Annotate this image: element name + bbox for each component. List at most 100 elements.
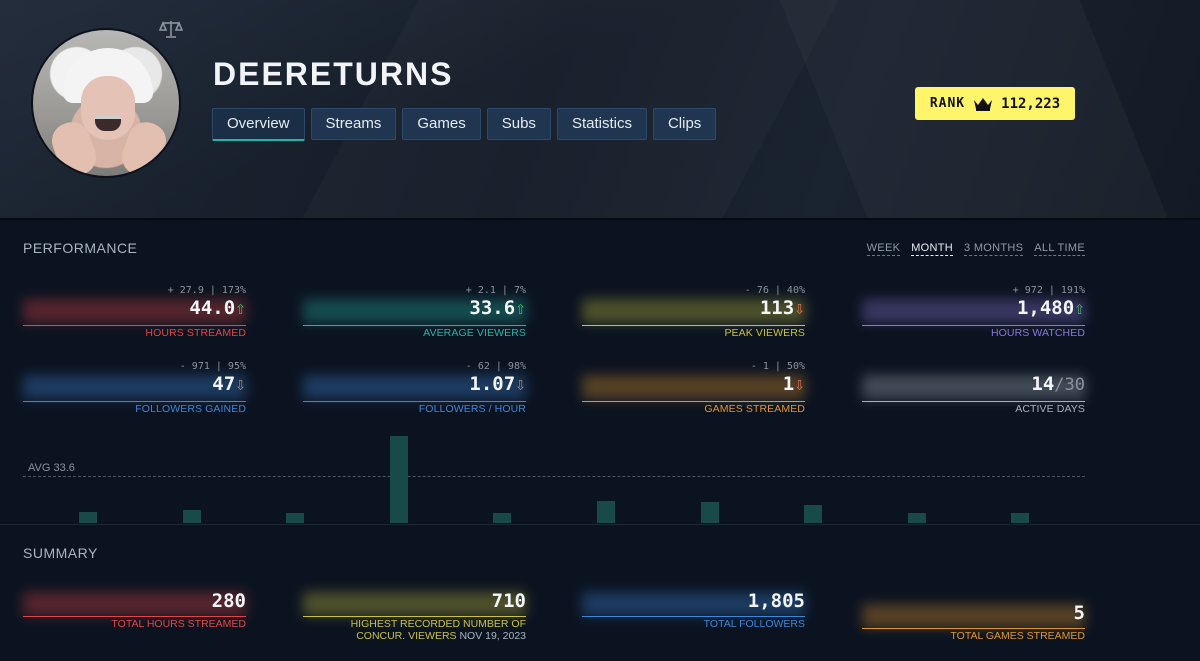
- stat-glow: [23, 299, 246, 323]
- stat-label: PEAK VIEWERS: [724, 327, 805, 339]
- stat-underline: [582, 325, 805, 326]
- stat-value: 1,480⇧: [1017, 297, 1085, 319]
- tab-subs[interactable]: Subs: [486, 108, 551, 140]
- stat-value-text: 14: [1031, 373, 1055, 395]
- summary-underline: [303, 616, 526, 617]
- stat-underline: [862, 325, 1085, 326]
- summary-date: NOV 19, 2023: [459, 630, 526, 642]
- average-line: [23, 475, 1085, 477]
- stat-glow: [582, 375, 805, 399]
- summary-glow: [23, 592, 246, 616]
- summary-card: 5 TOTAL GAMES STREAMED: [862, 600, 1085, 650]
- average-viewers-chart: AVG 33.6: [23, 425, 1085, 525]
- stat-value: 113⇩: [760, 297, 805, 319]
- stat-card: + 972 | 191% 1,480⇧ HOURS WATCHED: [862, 285, 1085, 339]
- summary-glow: [862, 604, 1085, 628]
- scale-icon-svg: [158, 20, 184, 38]
- stat-glow: [862, 299, 1085, 323]
- stat-value-text: 44.0: [189, 297, 236, 319]
- range-filters: WEEK MONTH 3 MONTHS ALL TIME: [866, 242, 1085, 256]
- chart-bar[interactable]: [389, 436, 408, 523]
- avatar: [31, 28, 181, 178]
- stat-value-text: 113: [759, 297, 795, 319]
- rank-value: 112,223: [1001, 95, 1061, 112]
- stat-card: - 971 | 95% 47⇩ FOLLOWERS GAINED: [23, 361, 246, 415]
- arrow-down-icon: ⇩: [794, 374, 805, 395]
- stat-value-text: 1.07: [469, 373, 516, 395]
- summary-label-line: HIGHEST RECORDED NUMBER OF: [350, 618, 526, 630]
- stat-value-text: 1,480: [1016, 297, 1075, 319]
- summary-label-text: CONCUR. VIEWERS: [356, 630, 457, 642]
- tab-clips[interactable]: Clips: [652, 108, 717, 140]
- stat-card: + 2.1 | 7% 33.6⇧ AVERAGE VIEWERS: [303, 285, 526, 339]
- stat-value: 14/30: [1031, 373, 1085, 395]
- summary-label: TOTAL FOLLOWERS: [704, 618, 805, 630]
- stat-underline: [303, 325, 526, 326]
- section-divider: [0, 524, 1200, 525]
- stat-delta: - 1 | 50%: [750, 361, 805, 372]
- summary-value: 280: [211, 590, 246, 612]
- arrow-up-icon: ⇧: [515, 298, 526, 319]
- tab-statistics[interactable]: Statistics: [556, 108, 647, 140]
- chart-bar[interactable]: [493, 513, 512, 523]
- chart-bar[interactable]: [804, 504, 823, 523]
- stat-value: 1.07⇩: [469, 373, 526, 395]
- stat-delta: + 972 | 191%: [1012, 285, 1085, 296]
- stat-card: - 76 | 40% 113⇩ PEAK VIEWERS: [582, 285, 805, 339]
- stat-card: + 27.9 | 173% 44.0⇧ HOURS STREAMED: [23, 285, 246, 339]
- tab-streams[interactable]: Streams: [310, 108, 397, 140]
- summary-underline: [23, 616, 246, 617]
- stat-underline: [23, 325, 246, 326]
- arrow-down-icon: ⇩: [515, 374, 526, 395]
- stat-glow: [582, 299, 805, 323]
- arrow-down-icon: ⇩: [235, 374, 246, 395]
- rank-badge: RANK 112,223: [915, 87, 1075, 120]
- stat-value-sub: /30: [1054, 375, 1085, 395]
- stat-underline: [23, 401, 246, 402]
- stat-underline: [582, 401, 805, 402]
- stat-underline: [862, 401, 1085, 402]
- avatar-mouth: [95, 116, 121, 131]
- chart-bar[interactable]: [182, 510, 201, 523]
- stat-value-text: 47: [212, 373, 236, 395]
- chart-bar[interactable]: [700, 502, 719, 523]
- stat-label: HOURS STREAMED: [145, 327, 246, 339]
- channel-name: DEERETURNS: [213, 56, 454, 92]
- stat-card: - 1 | 50% 1⇩ GAMES STREAMED: [582, 361, 805, 415]
- stat-card: - 62 | 98% 1.07⇩ FOLLOWERS / HOUR: [303, 361, 526, 415]
- chart-bar[interactable]: [597, 500, 615, 523]
- chart-bar[interactable]: [286, 513, 305, 523]
- arrow-up-icon: ⇧: [1074, 298, 1085, 319]
- summary-glow: [582, 592, 805, 616]
- stat-underline: [303, 401, 526, 402]
- summary-label-line: TOTAL FOLLOWERS: [703, 618, 805, 630]
- stat-value-text: 1: [782, 373, 795, 395]
- crown-icon: [974, 97, 993, 111]
- header-divider: [0, 218, 1200, 220]
- range-month[interactable]: MONTH: [911, 242, 954, 256]
- stat-label: FOLLOWERS / HOUR: [418, 403, 526, 415]
- summary-value: 5: [1073, 602, 1085, 624]
- range-3-months[interactable]: 3 MONTHS: [964, 242, 1024, 256]
- scale-icon[interactable]: [158, 19, 184, 41]
- summary-underline: [862, 628, 1085, 629]
- arrow-up-icon: ⇧: [235, 298, 246, 319]
- summary-label-line: TOTAL GAMES STREAMED: [950, 630, 1085, 642]
- stat-glow: [862, 375, 1085, 399]
- chart-bar[interactable]: [79, 511, 97, 523]
- chart-bar[interactable]: [1011, 513, 1030, 523]
- stat-delta: - 76 | 40%: [744, 285, 805, 296]
- rank-label: RANK: [929, 96, 966, 111]
- range-all-time[interactable]: ALL TIME: [1034, 242, 1085, 256]
- stat-label: ACTIVE DAYS: [1015, 403, 1085, 415]
- average-label: AVG 33.6: [28, 461, 75, 474]
- chart-bar[interactable]: [907, 513, 926, 523]
- tab-games[interactable]: Games: [402, 108, 481, 140]
- tab-overview[interactable]: Overview: [212, 108, 305, 141]
- stat-label: AVERAGE VIEWERS: [423, 327, 526, 339]
- summary-card: 1,805 TOTAL FOLLOWERS: [582, 588, 805, 638]
- stat-value: 47⇩: [212, 373, 246, 395]
- range-week[interactable]: WEEK: [866, 242, 901, 256]
- summary-card: 280 TOTAL HOURS STREAMED: [23, 588, 246, 638]
- nav-tabs: Overview Streams Games Subs Statistics C…: [212, 108, 717, 141]
